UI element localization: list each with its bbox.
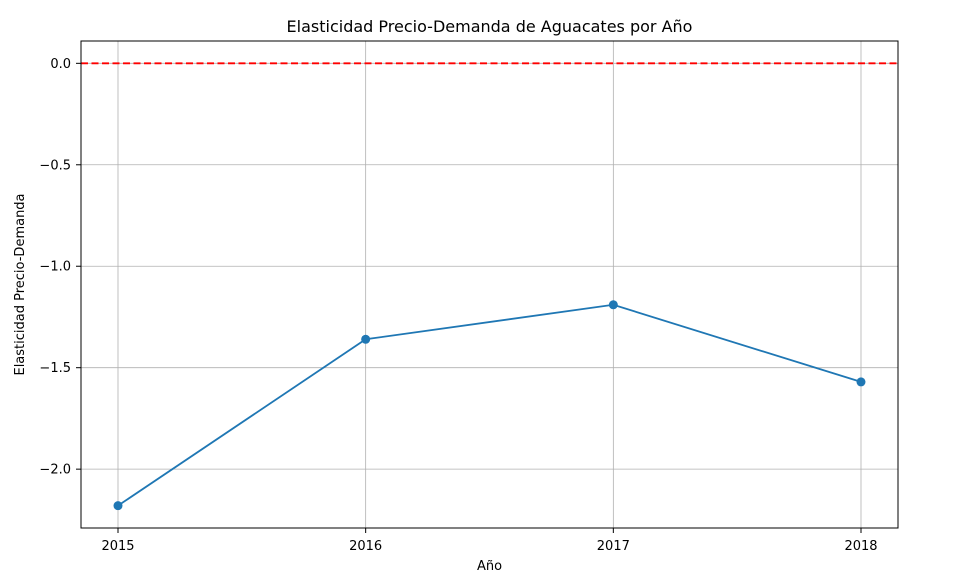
x-axis-title: Año <box>477 559 502 574</box>
chart-title: Elasticidad Precio-Demanda de Aguacates … <box>287 17 693 36</box>
plot-area-frame <box>80 40 899 529</box>
x-tick-label: 2018 <box>844 539 877 554</box>
grid-lines <box>81 41 898 528</box>
y-tick-label: 0.0 <box>50 57 71 72</box>
x-tick-label: 2016 <box>349 539 382 554</box>
series-group <box>113 300 866 511</box>
y-tick-label: −2.0 <box>39 463 71 478</box>
x-tick-label: 2017 <box>597 539 630 554</box>
x-tick-label: 2015 <box>101 539 134 554</box>
y-tick-label: −0.5 <box>39 158 71 173</box>
x-axis-ticks: 2015 2016 2017 2018 <box>101 528 878 554</box>
data-point <box>856 377 866 387</box>
data-point <box>113 501 123 511</box>
data-point <box>608 300 618 310</box>
y-axis-title: Elasticidad Precio-Demanda <box>13 193 28 375</box>
y-axis-ticks: 0.0 −0.5 −1.0 −1.5 −2.0 <box>39 57 81 478</box>
y-tick-label: −1.0 <box>39 260 71 275</box>
y-tick-label: −1.5 <box>39 361 71 376</box>
data-point <box>361 334 371 344</box>
series-line <box>117 303 862 507</box>
